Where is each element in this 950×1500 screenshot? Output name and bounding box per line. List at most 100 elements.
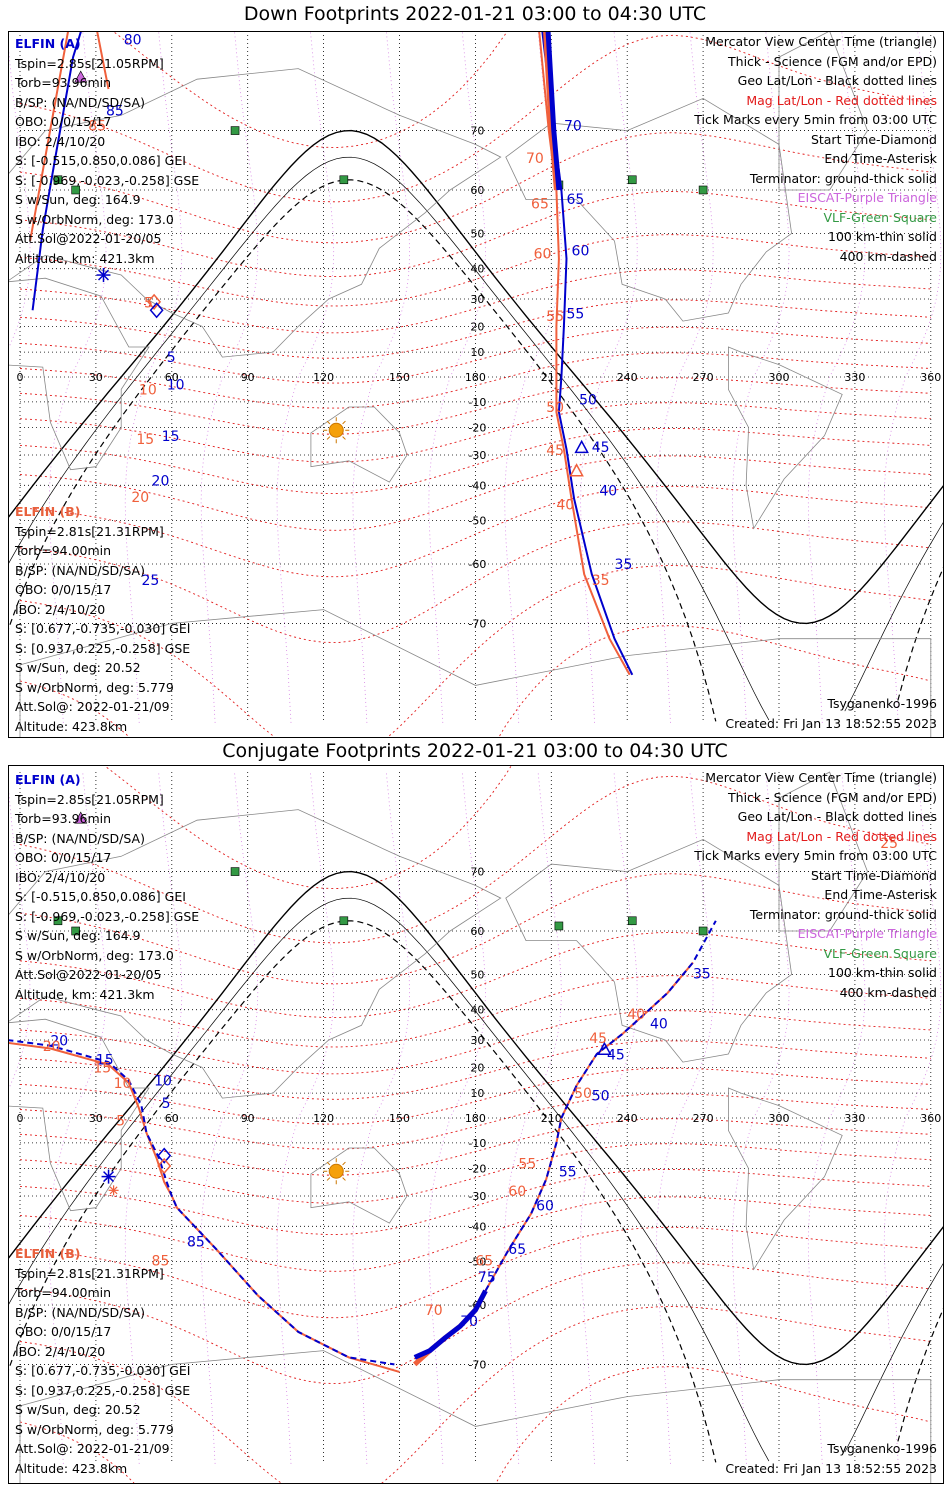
lat-tick-label: -20 — [468, 1163, 486, 1176]
mag-lat-line — [19, 1093, 931, 1150]
elfin-b-name: ELFIN (B) — [15, 504, 81, 519]
sun-ray — [326, 1177, 331, 1181]
track-time-label: 50 — [592, 1089, 610, 1105]
elfin-b-line: S: [0.677,-0.735,-0.030] GEI — [15, 621, 191, 636]
elfin-a-line: OBO: 0/0/15/17 — [15, 114, 112, 129]
elfin-a-info-down: ELFIN (A) Tspin=2.85s[21.05RPM] Torb=93.… — [15, 34, 199, 268]
elfin-a-track-west — [31, 32, 82, 311]
track-time-label: 70 — [564, 119, 582, 135]
track-time-label: 50 — [546, 400, 564, 416]
elfin-b-line: S: [0.937,0.225,-0.258] GSE — [15, 640, 191, 656]
legend-item: Start Time-Diamond — [810, 131, 937, 147]
elfin-b-line: S w/OrbNorm, deg: 5.779 — [15, 1421, 174, 1437]
terminator-ground — [9, 129, 943, 625]
track-time-label: 40 — [650, 1016, 668, 1032]
mag-lat-line — [19, 1040, 931, 1100]
mag-lon-line — [428, 32, 486, 723]
coastline-outline — [9, 68, 502, 358]
vlf-station-marker — [627, 916, 637, 926]
elfin-a-line: IBO: 2/4/10/20 — [15, 869, 106, 885]
elfin-b-line: S w/OrbNorm, deg: 5.779 — [15, 679, 174, 695]
lat-tick-label: -40 — [468, 479, 486, 492]
track-time-label: 35 — [693, 966, 711, 982]
lat-tick-label: -40 — [468, 1220, 486, 1233]
lat-tick-label: 20 — [470, 320, 484, 333]
model-label: Tsyganenko-1996 — [827, 1441, 937, 1456]
lat-tick-label: -70 — [468, 1358, 486, 1371]
mag-lon-line — [580, 772, 638, 1464]
mag-lon-line — [428, 772, 486, 1464]
lat-tick-label: 30 — [470, 293, 484, 306]
track-time-label: 55 — [559, 1165, 577, 1181]
elfin-b-name: ELFIN (B) — [15, 1246, 81, 1261]
elfin-a-science-segment — [413, 1289, 488, 1360]
track-time-label: 55 — [546, 309, 564, 325]
elfin-a-line: B/SP: (NA/ND/SD/SA) — [15, 830, 145, 846]
elfin-b-line: B/SP: (NA/ND/SD/SA) — [15, 562, 145, 578]
elfin-a-line: B/SP: (NA/ND/SD/SA) — [15, 94, 145, 110]
mag-lat-line — [19, 402, 931, 463]
track-time-label: 5 — [162, 1096, 171, 1112]
legend-item: 400 km-dashed — [839, 984, 937, 1000]
track-time-label: 10 — [114, 1076, 132, 1092]
track-time-label: 45 — [546, 443, 564, 459]
lat-tick-label: -10 — [468, 1137, 486, 1150]
track-time-label: 5 — [144, 295, 153, 311]
legend-item: End Time-Asterisk — [824, 887, 937, 902]
track-time-label: 15 — [162, 429, 180, 445]
legend-item: Terminator: ground-thick solid — [749, 906, 937, 922]
elfin-a-line: Torb=93.96min — [15, 75, 112, 90]
elfin-a-line: S w/OrbNorm, deg: 173.0 — [15, 947, 174, 963]
lat-tick-label: 30 — [470, 1034, 484, 1047]
sun-ray — [342, 1161, 346, 1166]
lon-tick-label: 360 — [920, 1112, 941, 1125]
lat-tick-label: 70 — [470, 125, 484, 138]
terminator-ground — [9, 870, 943, 1366]
mag-lon-line — [656, 772, 714, 1464]
track-time-label: 85 — [152, 1253, 170, 1269]
elfin-b-info-conjugate: ELFIN (B) Tspin=2.81s[21.31RPM] Torb=94.… — [15, 1244, 190, 1478]
track-time-label: 50 — [574, 1086, 592, 1102]
vlf-station-marker — [71, 926, 80, 936]
track-time-label: 35 — [592, 573, 610, 589]
legend-item: Start Time-Diamond — [810, 867, 937, 883]
coastline-outline — [728, 1087, 843, 1271]
mag-lat-line — [19, 1118, 931, 1176]
elfin-a-line: Altitude, km: 421.3km — [15, 986, 155, 1002]
elfin-b-info-down: ELFIN (B) Tspin=2.81s[21.31RPM] Torb=94.… — [15, 502, 190, 736]
track-time-label: 60 — [534, 247, 552, 263]
lon-tick-label: 30 — [89, 1112, 103, 1125]
track-time-label: 5 — [167, 350, 176, 366]
lon-tick-label: 90 — [241, 371, 255, 384]
elfin-b-line: B/SP: (NA/ND/SD/SA) — [15, 1304, 145, 1320]
sun-icon — [328, 1163, 344, 1179]
lon-tick-label: 90 — [241, 1112, 255, 1125]
elfin-b-line: OBO: 0/0/15/17 — [15, 582, 112, 597]
mag-lat-line — [19, 1067, 931, 1125]
lat-tick-label: 60 — [470, 184, 484, 197]
elfin-b-line: Tspin=2.81s[21.31RPM] — [15, 523, 164, 539]
track-time-label: 65 — [475, 1253, 493, 1269]
elfin-a-line: IBO: 2/4/10/20 — [15, 133, 106, 149]
elfin-a-line: S: [-0.969,-0.023,-0.258] GSE — [15, 172, 200, 188]
elfin-a-name: ELFIN (A) — [15, 772, 81, 787]
coastline-outline — [778, 771, 868, 932]
lon-tick-label: 180 — [465, 371, 486, 384]
lat-tick-label: -50 — [468, 515, 486, 528]
track-time-label: 55 — [518, 1157, 536, 1173]
lat-tick-label: -30 — [468, 449, 486, 462]
elfin-b-line: IBO: 2/4/10/20 — [15, 1343, 106, 1359]
mag-lon-line — [200, 32, 259, 723]
mag-lat-line — [19, 932, 931, 1018]
elfin-a-line: S: [-0.969,-0.023,-0.258] GSE — [15, 908, 200, 924]
coastline-outline — [19, 1350, 932, 1483]
mag-lat-line — [19, 1168, 931, 1235]
elfin-b-line: OBO: 0/0/15/17 — [15, 1324, 112, 1339]
vlf-station-marker — [339, 175, 349, 185]
track-time-label: 80 — [124, 33, 142, 49]
track-time-label: 15 — [93, 1061, 111, 1077]
mag-lon-line — [504, 32, 562, 723]
track-time-label: 5 — [116, 1113, 125, 1129]
coastline-outline — [9, 277, 150, 471]
mag-lon-line — [352, 32, 411, 723]
